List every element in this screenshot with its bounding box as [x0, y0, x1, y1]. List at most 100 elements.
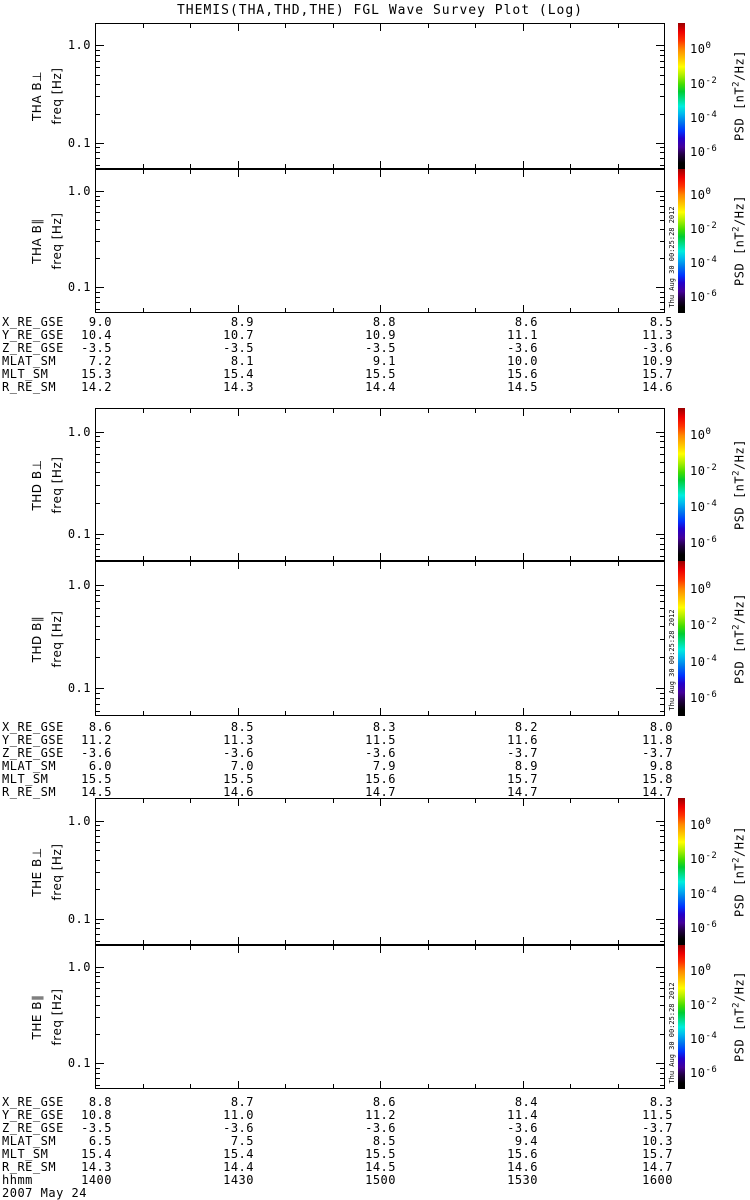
colorbar-tick-text: -2 [705, 851, 718, 862]
y-tick [656, 191, 664, 193]
y-tick [96, 607, 100, 609]
colorbar [678, 561, 685, 716]
colorbar-tick-text: 10 [690, 255, 706, 270]
y-tick [660, 436, 664, 438]
y-tick [656, 142, 664, 144]
y-tick-label: 0.1 [67, 681, 91, 696]
x-tick-label: 1530 [507, 1173, 538, 1187]
y-tick [96, 1017, 100, 1019]
y-tick [96, 871, 100, 873]
table-cell: 14.6 [507, 1160, 538, 1174]
colorbar-tick-text: -6 [705, 920, 718, 931]
y-tick [96, 212, 100, 214]
table-cell: 8.6 [372, 1095, 396, 1109]
x-tick [332, 409, 334, 413]
x-tick [142, 164, 144, 168]
y-tick [660, 842, 664, 844]
x-tick [522, 937, 524, 944]
table-cell: 15.5 [223, 772, 254, 786]
table-cell: 11.2 [365, 1108, 396, 1122]
x-tick [475, 164, 476, 168]
y-tick [660, 589, 664, 591]
table-cell: 10.9 [365, 328, 396, 342]
x-tick [285, 946, 286, 950]
x-tick [570, 711, 571, 715]
x-tick [522, 1081, 524, 1088]
y-tick [660, 158, 664, 160]
y-tick [660, 693, 664, 695]
x-tick [237, 708, 239, 715]
colorbar-tick-text: -2 [705, 463, 718, 474]
colorbar-tick-text: 10 [690, 536, 706, 551]
x-tick [332, 562, 334, 566]
x-tick [332, 940, 334, 944]
y-tick [660, 538, 664, 540]
x-axis-label: hhmm [2, 1173, 33, 1187]
y-tick [660, 923, 664, 925]
colorbar-tick-text: -4 [705, 254, 718, 265]
table-cell: 15.6 [507, 367, 538, 381]
y-tick [660, 830, 664, 832]
x-tick [617, 164, 619, 168]
x-tick [522, 708, 524, 715]
colorbar-tick-text: -6 [705, 690, 718, 701]
y-tick [656, 584, 664, 586]
table-cell: 8.0 [649, 720, 673, 734]
y-tick [660, 859, 664, 861]
x-tick [285, 170, 286, 174]
y-tick [96, 462, 100, 464]
x-tick [190, 24, 191, 28]
colorbar-tick-label: 10-2 [690, 462, 717, 477]
table-row-label: X_RE_GSE [2, 1095, 64, 1109]
y-tick [660, 441, 664, 443]
table-cell: 6.0 [88, 759, 112, 773]
y-tick [660, 484, 664, 486]
table-cell: 15.5 [365, 367, 396, 381]
table-cell: 8.9 [514, 759, 538, 773]
y-tick-label: 0.1 [67, 1056, 91, 1071]
colorbar [678, 798, 685, 945]
x-tick [427, 556, 429, 560]
x-tick [427, 946, 429, 950]
colorbar-axis-label: PSD [nT2/Hz] [731, 141, 747, 341]
table-row-label: Z_RE_GSE [2, 341, 64, 355]
x-tick [522, 305, 524, 312]
table-cell: 15.4 [81, 1147, 112, 1161]
y-tick [96, 431, 104, 433]
colorbar-tick-label: 10-6 [690, 534, 717, 549]
x-tick-label: 1430 [223, 1173, 254, 1187]
x-tick [142, 308, 144, 312]
table-cell: 9.0 [88, 315, 112, 329]
table-cell: 10.8 [81, 1108, 112, 1122]
table-cell: 11.8 [642, 733, 673, 747]
x-tick [522, 562, 524, 569]
colorbar-tick-label: 10-4 [690, 885, 717, 900]
colorbar-axis-label-text: 2 [731, 80, 742, 87]
table-cell: 14.5 [365, 1160, 396, 1174]
x-tick [475, 799, 476, 803]
table-cell: 15.7 [642, 367, 673, 381]
y-tick [660, 74, 664, 76]
y-tick [96, 698, 100, 700]
colorbar-axis-label-text: 2 [731, 469, 742, 476]
table-cell: 8.7 [230, 1095, 254, 1109]
x-tick [190, 946, 191, 950]
table-cell: 7.9 [372, 759, 396, 773]
colorbar-axis-label-text: /Hz] [732, 438, 747, 470]
x-tick [142, 940, 144, 944]
y-tick [96, 96, 100, 98]
table-cell: 11.5 [642, 1108, 673, 1122]
colorbar-tick-text: 10 [690, 964, 706, 979]
colorbar-tick-label: 100 [690, 962, 711, 977]
table-cell: 11.0 [223, 1108, 254, 1122]
y-tick [660, 49, 664, 51]
x-tick [570, 556, 571, 560]
table-cell: 8.1 [230, 354, 254, 368]
y-tick [656, 533, 664, 535]
y-tick [96, 638, 100, 640]
y-tick [660, 1078, 664, 1080]
table-row-label: MLT_SM [2, 367, 49, 381]
y-tick [96, 657, 100, 659]
colorbar-tick-text: 0 [705, 963, 712, 974]
